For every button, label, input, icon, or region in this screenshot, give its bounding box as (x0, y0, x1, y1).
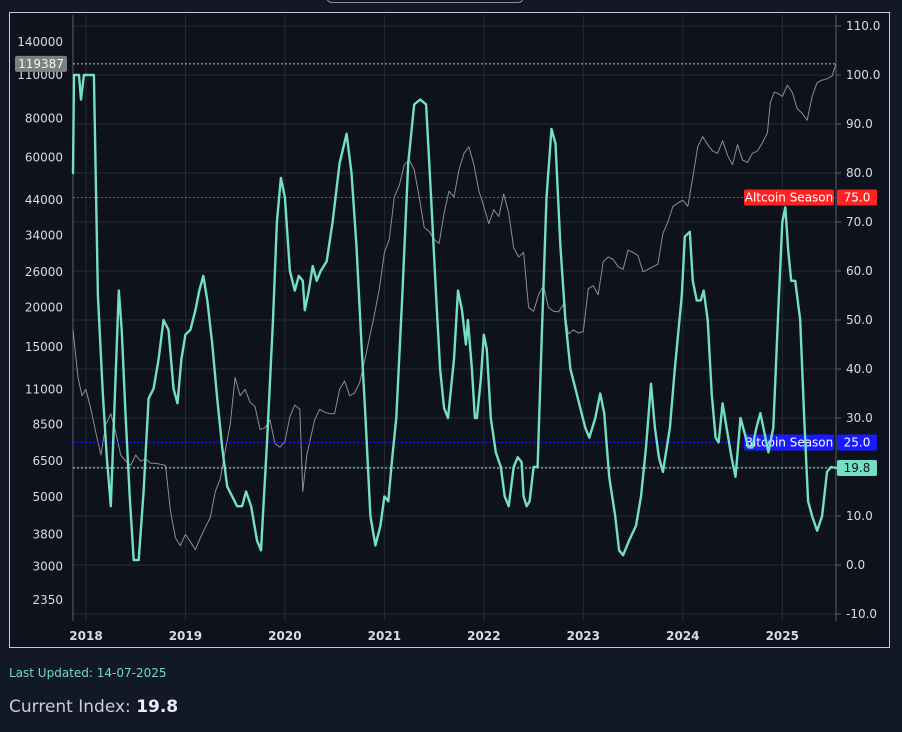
top-control-tab[interactable] (326, 0, 524, 3)
right-tick-label: 60.0 (846, 264, 873, 278)
x-tick-label: 2024 (666, 629, 699, 643)
left-tick-label: 15000 (25, 340, 63, 354)
altcoin-index-line (71, 73, 838, 562)
current-price-label: 119387 (18, 57, 64, 71)
x-tick-label: 2022 (467, 629, 500, 643)
left-tick-label: 20000 (25, 301, 63, 315)
left-tick-label: 140000 (17, 35, 63, 49)
left-tick-label: 44000 (25, 193, 63, 207)
right-tick-label: 30.0 (846, 411, 873, 425)
btc-price-line (72, 63, 837, 551)
bitcoin-season-label: Bitcoin Season (745, 436, 834, 450)
right-tick-label: 50.0 (846, 313, 873, 327)
current-index-value-box (837, 459, 877, 476)
left-tick-label: 3800 (32, 527, 63, 541)
chart-plot: 2018 2019 2020 2021 2022 2023 2024 2025 180000 14… (15, 13, 880, 643)
right-tick-label: 90.0 (846, 117, 873, 131)
current-index-value-label: 19.8 (844, 461, 871, 475)
altcoin-season-label: Altcoin Season (745, 191, 834, 205)
x-tick-label: 2021 (368, 629, 401, 643)
x-tick-label: 2023 (567, 629, 600, 643)
left-tick-label: 3000 (32, 560, 63, 574)
right-tick-label: 10.0 (846, 509, 873, 523)
x-tick-label: 2018 (69, 629, 102, 643)
current-index-label: Current Index: (9, 697, 131, 717)
right-tick-label: 40.0 (846, 362, 873, 376)
x-tick-label: 2019 (169, 629, 202, 643)
current-index-value: 19.8 (136, 697, 179, 717)
current-price-box (15, 55, 67, 72)
left-tick-label: 80000 (25, 111, 63, 125)
altcoin-season-label-box (744, 189, 834, 206)
altcoin-season-value-box (837, 189, 877, 206)
left-tick-label: 2350 (32, 593, 63, 607)
left-tick-label: 5000 (32, 490, 63, 504)
left-tick-label: 180000 (17, 13, 63, 15)
left-tick-label: 34000 (25, 228, 63, 242)
x-tick-label: 2025 (766, 629, 799, 643)
right-tick-label: -10.0 (846, 607, 877, 621)
plot-area (73, 15, 836, 621)
bitcoin-season-value-box (837, 434, 877, 451)
left-tick-label: 8500 (32, 418, 63, 432)
altcoin-season-value-label: 75.0 (844, 191, 871, 205)
left-tick-label: 60000 (25, 151, 63, 165)
x-tick-label: 2020 (268, 629, 301, 643)
left-tick-label: 11000 (25, 382, 63, 396)
chart-panel: 2018 2019 2020 2021 2022 2023 2024 2025 180000 14… (9, 12, 890, 648)
left-tick-label: 26000 (25, 265, 63, 279)
last-updated-text: Last Updated: 14-07-2025 (9, 666, 167, 680)
current-index-readout: Current Index: 19.8 (9, 697, 178, 717)
left-tick-label: 6500 (32, 454, 63, 468)
right-tick-label: 0.0 (846, 558, 865, 572)
right-tick-label: 100.0 (846, 68, 880, 82)
bitcoin-season-value-label: 25.0 (844, 436, 871, 450)
right-tick-label: 110.0 (846, 19, 880, 33)
right-tick-label: 70.0 (846, 215, 873, 229)
right-tick-label: 80.0 (846, 166, 873, 180)
